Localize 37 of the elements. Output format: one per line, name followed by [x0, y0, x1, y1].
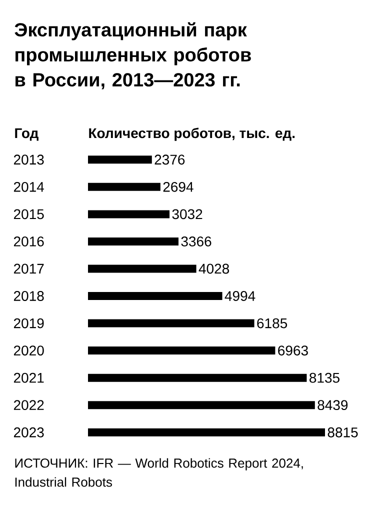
data-label: 3032	[172, 209, 202, 220]
bar	[88, 346, 276, 355]
chart-title: Эксплуатационный парк промышленных роботов в России, 2013—2023 гг.	[14, 22, 251, 90]
data-label: 6963	[278, 346, 308, 356]
bar	[88, 292, 222, 300]
bar	[88, 210, 170, 218]
y-tick-label: 2023	[14, 427, 44, 438]
bar	[88, 237, 178, 246]
y-tick-label: 2021	[14, 372, 44, 383]
y-tick-label: 2019	[14, 318, 44, 328]
x-axis-title: Количество роботов, тыс. ед.	[89, 128, 295, 141]
data-label: 2694	[163, 182, 194, 192]
data-label: 8815	[328, 427, 358, 438]
data-label: 4994	[224, 291, 256, 301]
data-label: 8135	[310, 372, 340, 383]
y-tick-label: 2015	[14, 209, 44, 220]
data-label: 2376	[154, 154, 185, 165]
bar	[88, 156, 152, 164]
y-tick-label: 2020	[14, 346, 44, 356]
data-label: 8439	[318, 400, 348, 410]
y-tick-label: 2018	[14, 291, 44, 301]
bar	[88, 319, 254, 328]
bar	[88, 428, 325, 436]
text: ИСТОЧНИК: IFR — World Robotics Report 2024, Industrial Robots	[15, 458, 303, 487]
y-tick-label: 2022	[14, 400, 44, 410]
bar	[88, 401, 315, 410]
data-label: 4028	[198, 264, 230, 274]
bar	[88, 182, 160, 191]
y-tick-label: 2014	[14, 182, 44, 192]
y-tick-label: 2016	[14, 236, 44, 246]
y-tick-label: 2013	[14, 154, 44, 165]
y-tick-label: 2017	[14, 264, 44, 274]
data-label: 3366	[181, 236, 212, 246]
data-label: 6185	[257, 318, 288, 328]
bar	[88, 374, 307, 382]
y-axis-title: Год	[15, 128, 38, 141]
bar	[88, 264, 196, 273]
